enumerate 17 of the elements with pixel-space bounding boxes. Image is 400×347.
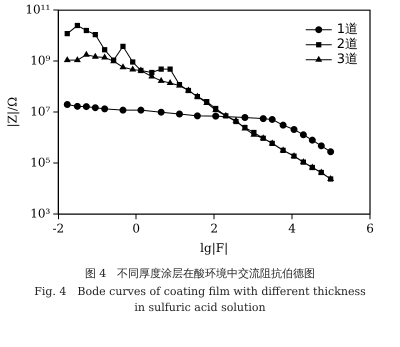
caption: 图 4 不同厚度涂层在酸环境中交流阻抗伯德图	[84, 266, 316, 282]
y-tick-label: 10³	[30, 206, 50, 220]
x-tick-label: 4	[288, 222, 296, 236]
y-tick-label: 10⁷	[30, 104, 50, 118]
legend-label: 3道	[336, 52, 358, 68]
legend-label: 1道	[336, 22, 358, 38]
y-tick-label: 10⁹	[30, 53, 50, 68]
x-tick-label: 0	[132, 222, 140, 236]
y-axis-title: |Z|/Ω	[5, 96, 20, 128]
caption: Fig. 4 Bode curves of coating film with different thickness in sulfuric acid solution	[33, 284, 367, 316]
x-tick-label: 6	[366, 222, 374, 236]
x-tick-label: 2	[210, 222, 218, 236]
y-tick-label: 10¹¹	[25, 2, 50, 16]
legend-label: 2道	[336, 37, 358, 52]
x-axis-title: lg|F|	[200, 240, 228, 255]
y-tick-label: 10⁵	[30, 155, 50, 170]
x-tick-label: -2	[52, 222, 64, 236]
